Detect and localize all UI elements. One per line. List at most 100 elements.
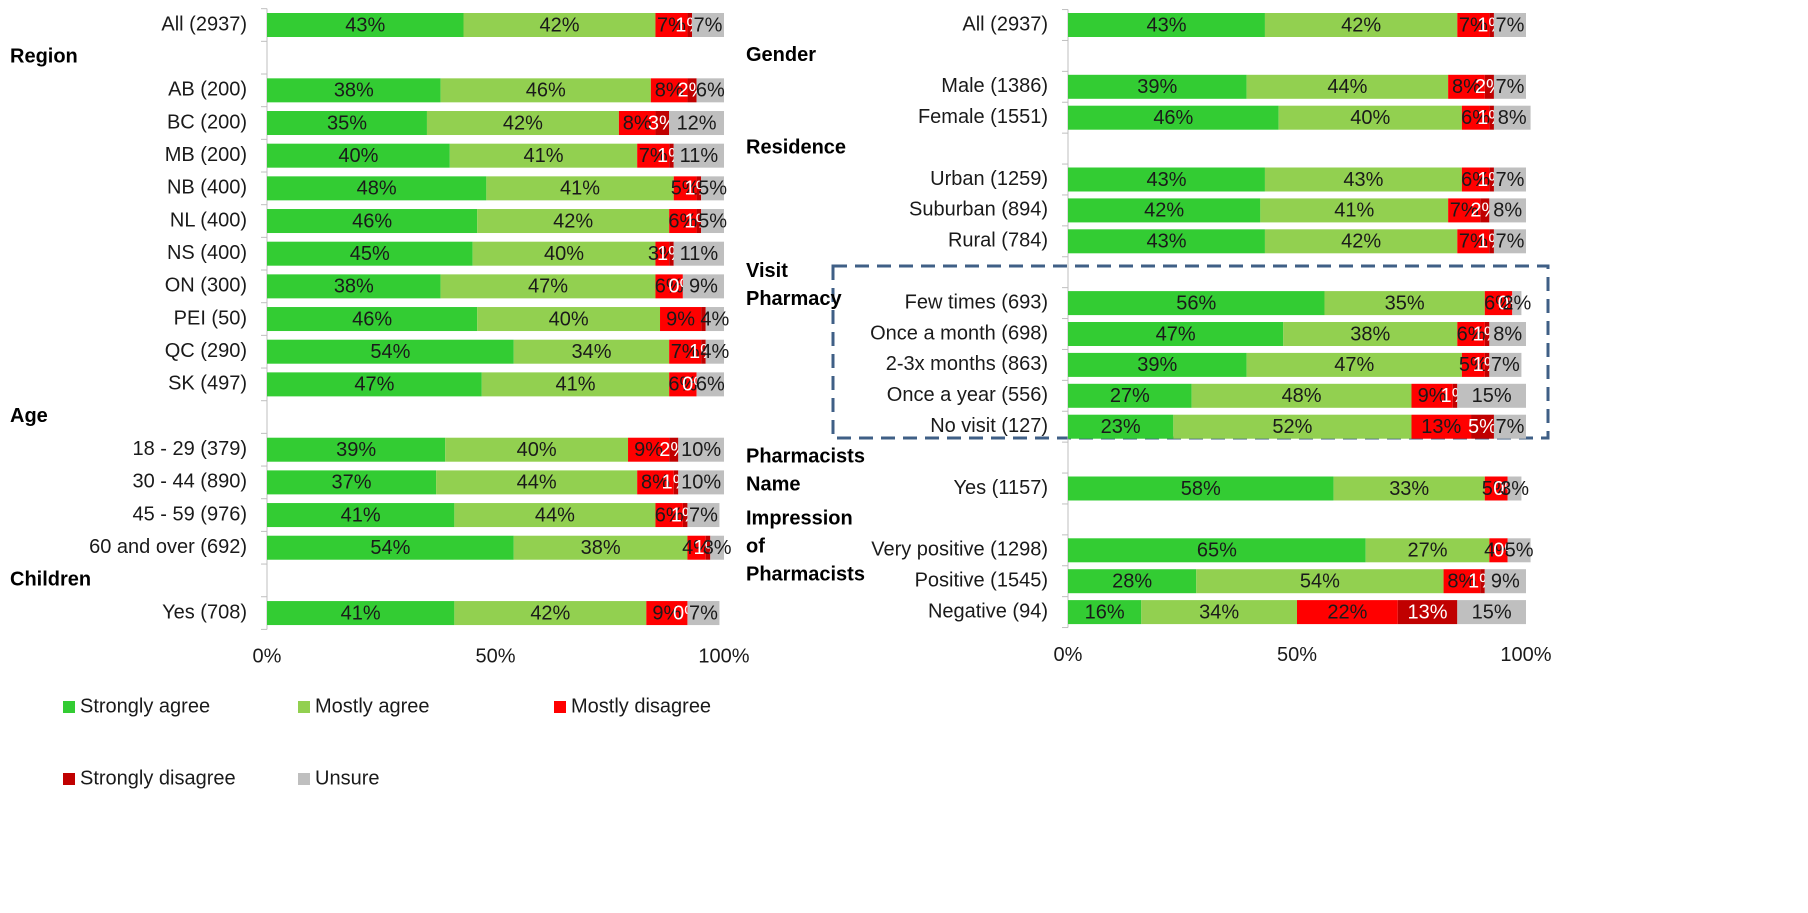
- bar-segment: [701, 209, 724, 234]
- value-label: 7%: [639, 145, 668, 167]
- bar-segment: [1246, 74, 1449, 99]
- legend-label: Strongly disagree: [80, 767, 236, 789]
- category-label: 2-3x months (863): [886, 353, 1048, 375]
- bar-segment: [1246, 352, 1462, 377]
- bar-segment: [1493, 74, 1526, 99]
- bar-segment: [267, 339, 514, 364]
- value-label: 34%: [571, 341, 611, 363]
- bar-segment: [673, 176, 697, 201]
- group-label-line: of: [746, 536, 765, 558]
- value-label: 48%: [1282, 385, 1322, 407]
- bar-segment: [1493, 229, 1526, 254]
- value-label: 46%: [352, 308, 392, 330]
- bar-segment: [669, 372, 697, 397]
- bar-segment: [463, 13, 656, 37]
- bar-segment: [1068, 229, 1265, 254]
- value-label: 34%: [1199, 601, 1239, 623]
- group-label: Children: [10, 569, 91, 591]
- value-label: 9%: [689, 276, 718, 298]
- bar-segment: [1141, 600, 1297, 625]
- category-label: BC (200): [167, 111, 247, 133]
- value-label: 44%: [517, 472, 557, 494]
- bar-segment: [618, 111, 656, 136]
- value-label: 2%: [1502, 292, 1531, 314]
- bar-segment: [650, 78, 688, 103]
- bar-segment: [655, 503, 683, 528]
- bar-segment: [696, 176, 702, 201]
- value-label: 5%: [698, 178, 727, 200]
- bar-segment: [669, 209, 697, 234]
- bar-segment: [705, 535, 711, 560]
- value-label: 7%: [689, 602, 718, 624]
- bar-segment: [669, 437, 679, 462]
- category-label: Yes (1157): [953, 477, 1048, 499]
- value-label: 46%: [1153, 107, 1193, 129]
- value-label: 58%: [1181, 478, 1221, 500]
- group-label: Region: [10, 46, 78, 68]
- value-label: 8%: [1498, 107, 1527, 129]
- bar-segment: [445, 437, 629, 462]
- bar-segment: [1457, 229, 1490, 254]
- bar-segment: [673, 143, 724, 168]
- group-label: Age: [10, 405, 48, 427]
- value-label: 28%: [1112, 570, 1152, 592]
- group-label-line: Pharmacists: [746, 446, 865, 468]
- bar-segment: [701, 307, 706, 332]
- group-label-line: Region: [10, 46, 78, 68]
- legend-swatch: [63, 773, 75, 785]
- bar-segment: [440, 78, 651, 103]
- value-label: 40%: [1350, 107, 1390, 129]
- bar-segment: [1493, 105, 1531, 130]
- value-label: 27%: [1110, 385, 1150, 407]
- bar-segment: [1489, 538, 1508, 563]
- bar-segment: [1068, 105, 1279, 130]
- value-label: 13%: [1421, 416, 1461, 438]
- value-label: 42%: [530, 602, 570, 624]
- value-label: 54%: [1300, 570, 1340, 592]
- value-label: 5%: [1505, 540, 1534, 562]
- group-label: Residence: [746, 137, 846, 159]
- value-label: 35%: [327, 112, 367, 134]
- bar-segment: [1489, 198, 1526, 223]
- bar-segment: [267, 13, 464, 37]
- value-label: 6%: [1484, 292, 1513, 314]
- bar-segment: [426, 111, 619, 136]
- bar-segment: [687, 535, 706, 560]
- bar-segment: [1173, 414, 1412, 439]
- bar-segment: [1457, 13, 1490, 37]
- value-label: 38%: [334, 80, 374, 102]
- x-tick-label: 100%: [698, 646, 749, 668]
- bar-segment: [1489, 229, 1494, 254]
- category-label: 60 and over (692): [89, 536, 247, 558]
- bar-segment: [1452, 383, 1458, 408]
- bar-segment: [655, 241, 670, 266]
- bar-segment: [673, 470, 679, 495]
- group-label-line: Gender: [746, 44, 816, 66]
- bar-segment: [701, 339, 706, 364]
- value-label: 6%: [696, 80, 725, 102]
- category-label: Once a month (698): [870, 322, 1048, 344]
- bar-segment: [1484, 352, 1490, 377]
- value-label: 13%: [1408, 601, 1448, 623]
- value-label: 38%: [334, 276, 374, 298]
- category-label: NL (400): [170, 209, 247, 231]
- bar-segment: [267, 241, 473, 266]
- bar-segment: [472, 241, 656, 266]
- bar-segment: [267, 78, 441, 103]
- bar-segment: [267, 274, 441, 299]
- bar-segment: [1411, 383, 1453, 408]
- bar-segment: [267, 535, 514, 560]
- value-label: 44%: [1327, 76, 1367, 98]
- bar-segment: [1297, 600, 1398, 625]
- value-label: 3%: [1500, 478, 1529, 500]
- bar-segment: [267, 503, 455, 528]
- value-label: 6%: [668, 374, 697, 396]
- bar-segment: [267, 601, 455, 626]
- bar-segment: [655, 274, 683, 299]
- bar-segment: [1283, 322, 1458, 346]
- value-label: 35%: [1385, 292, 1425, 314]
- category-label: Few times (693): [905, 291, 1048, 313]
- value-label: 9%: [1491, 570, 1520, 592]
- bar-segment: [1324, 291, 1485, 316]
- bar-segment: [486, 176, 674, 201]
